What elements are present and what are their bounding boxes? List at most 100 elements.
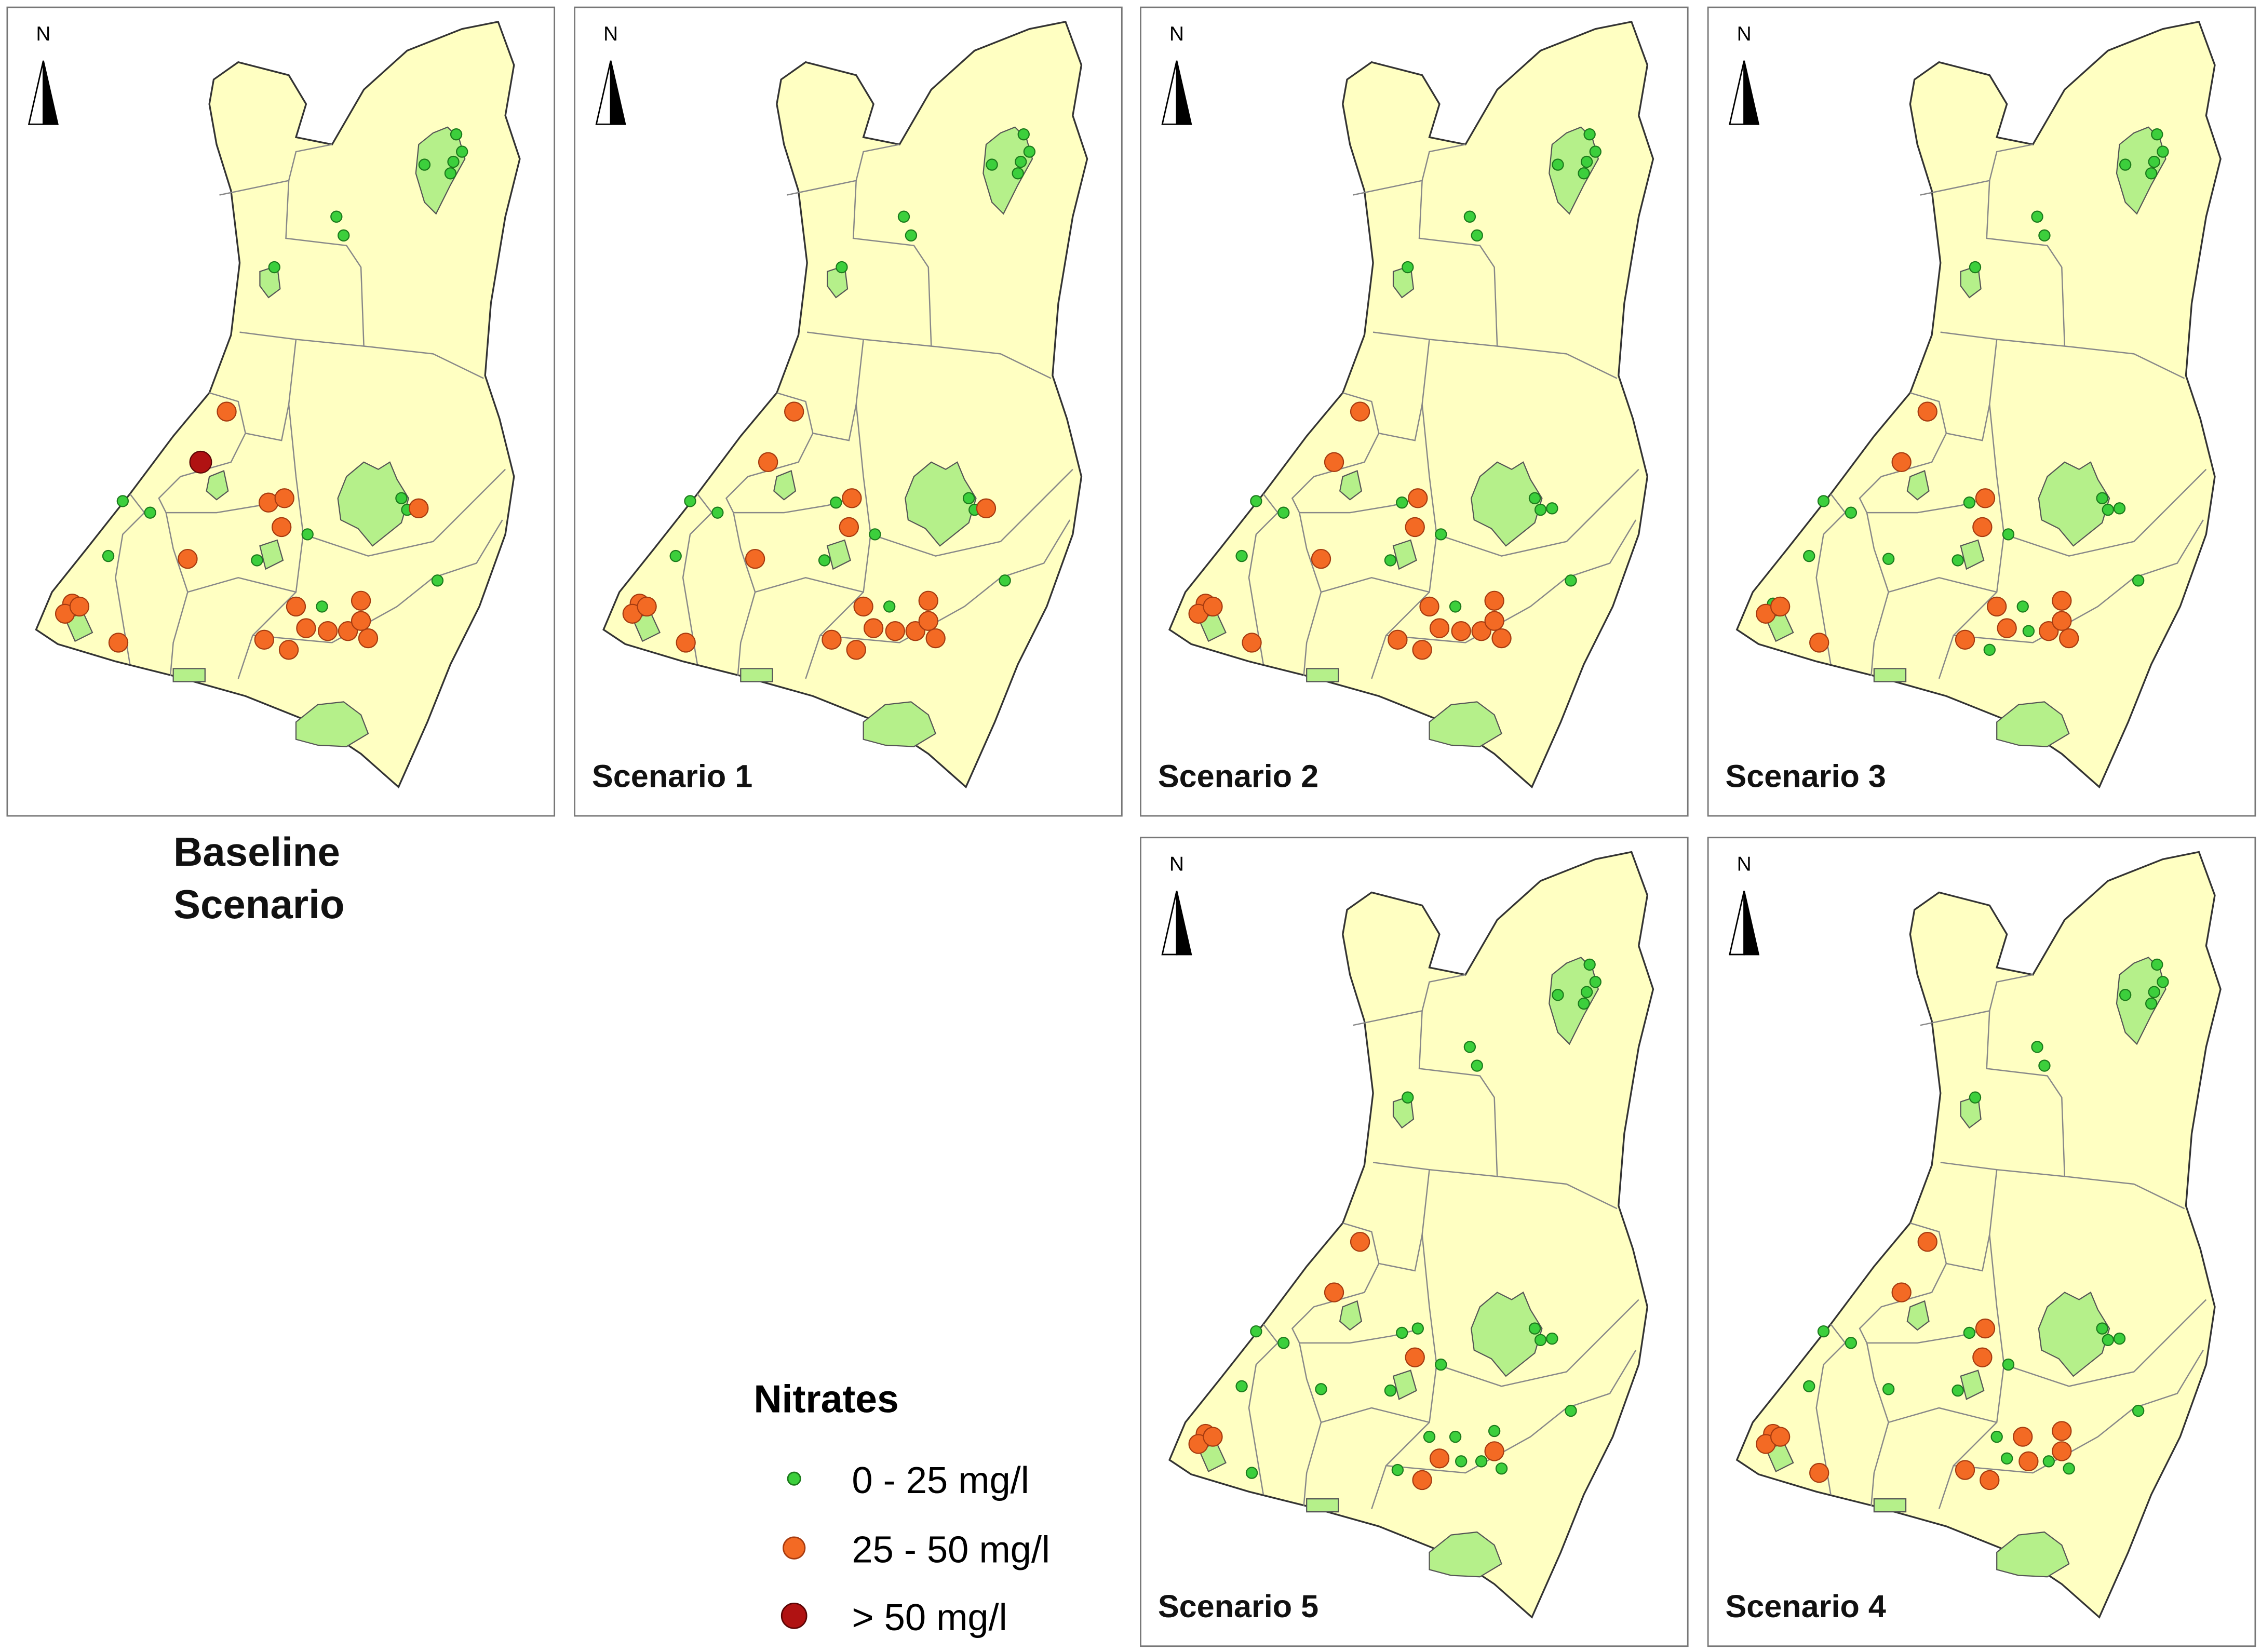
well-point — [351, 611, 371, 631]
well-point — [286, 596, 306, 617]
well-point — [1917, 401, 1937, 422]
well-point — [1580, 986, 1593, 998]
well-point — [1963, 1326, 1976, 1339]
well-point — [1475, 1455, 1488, 1468]
well-point — [1488, 1425, 1501, 1438]
well-point — [684, 495, 696, 507]
well-point — [1017, 128, 1030, 141]
well-point — [102, 549, 115, 562]
well-point — [818, 554, 831, 567]
well-point — [1277, 506, 1290, 519]
well-point — [2002, 1358, 2015, 1371]
well-point — [1388, 629, 1408, 650]
legend-title: Nitrates — [753, 1377, 898, 1420]
well-point — [2052, 611, 2072, 631]
north-label: N — [1169, 23, 1184, 45]
well-point — [839, 517, 859, 538]
well-point — [217, 401, 237, 422]
scenario-label: Scenario 2 — [1158, 758, 1318, 794]
scenario-label: Scenario 3 — [1725, 758, 1886, 794]
well-point — [1242, 633, 1262, 653]
well-point — [669, 549, 682, 562]
well-point — [1491, 628, 1512, 649]
well-point — [2052, 590, 2072, 611]
well-point — [842, 488, 862, 508]
north-label: N — [603, 23, 618, 45]
well-point — [1997, 618, 2017, 638]
well-point — [1423, 1430, 1436, 1443]
legend-symbol — [780, 1602, 808, 1629]
well-point — [1817, 495, 1830, 507]
well-point — [1917, 1232, 1937, 1252]
well-point — [918, 611, 938, 631]
well-point — [1528, 1322, 1541, 1335]
well-point — [2151, 128, 2163, 141]
well-point — [274, 488, 294, 508]
well-point — [456, 145, 468, 158]
well-point — [869, 528, 881, 541]
well-point — [2119, 158, 2132, 171]
well-point — [178, 548, 198, 569]
well-point — [1803, 1380, 1815, 1392]
well-point — [1882, 553, 1895, 565]
well-point — [1396, 1326, 1408, 1339]
well-point — [2002, 528, 2015, 541]
well-point — [758, 452, 778, 473]
well-point — [1012, 167, 1024, 180]
well-point — [2157, 145, 2169, 158]
well-point — [1402, 261, 1414, 274]
well-point — [2013, 1427, 2033, 1447]
well-point — [897, 210, 910, 223]
well-point — [1449, 600, 1462, 613]
well-point — [278, 640, 299, 660]
well-point — [1384, 1384, 1397, 1397]
well-point — [1980, 1470, 2000, 1490]
well-point — [1546, 1332, 1558, 1345]
well-point — [1203, 1427, 1223, 1447]
well-point — [1990, 1430, 2003, 1443]
well-point — [1552, 158, 1564, 171]
well-point — [1528, 492, 1541, 505]
well-point — [1845, 1337, 1858, 1349]
well-point — [1583, 958, 1596, 971]
well-point — [1891, 452, 1912, 473]
well-point — [1983, 643, 1996, 656]
well-point — [317, 621, 338, 641]
well-point — [251, 554, 263, 567]
well-point — [2119, 989, 2132, 1001]
well-point — [1565, 574, 1577, 587]
well-point — [1578, 167, 1590, 180]
well-point — [1580, 155, 1593, 168]
map-panel: N Scenario 1 — [574, 6, 1123, 817]
well-point — [1770, 1427, 1791, 1447]
well-point — [1809, 633, 1829, 653]
well-point — [1583, 128, 1596, 141]
map-panel: N Scenario 4 — [1707, 837, 2256, 1647]
well-point — [1891, 1282, 1912, 1302]
well-point — [409, 498, 429, 519]
legend-symbol — [783, 1536, 806, 1560]
well-point — [1975, 488, 1996, 508]
well-point — [784, 401, 804, 422]
well-point — [1384, 554, 1397, 567]
map-panel: N Scenario 3 — [1707, 6, 2256, 817]
well-point — [330, 210, 343, 223]
well-point — [2038, 1059, 2051, 1072]
legend-label: > 50 mg/l — [852, 1597, 1007, 1638]
well-point — [1770, 596, 1791, 617]
well-point — [2059, 628, 2079, 649]
well-point — [1484, 611, 1504, 631]
well-point — [2113, 502, 2126, 515]
well-point — [1324, 452, 1344, 473]
legend-label: 0 - 25 mg/l — [852, 1460, 1029, 1501]
well-point — [1311, 548, 1331, 569]
well-point — [2113, 1332, 2126, 1345]
well-point — [2063, 1462, 2075, 1475]
well-point — [1963, 496, 1976, 509]
well-point — [2132, 574, 2145, 587]
well-point — [296, 618, 316, 638]
well-point — [450, 128, 463, 141]
well-point — [1975, 1318, 1996, 1339]
